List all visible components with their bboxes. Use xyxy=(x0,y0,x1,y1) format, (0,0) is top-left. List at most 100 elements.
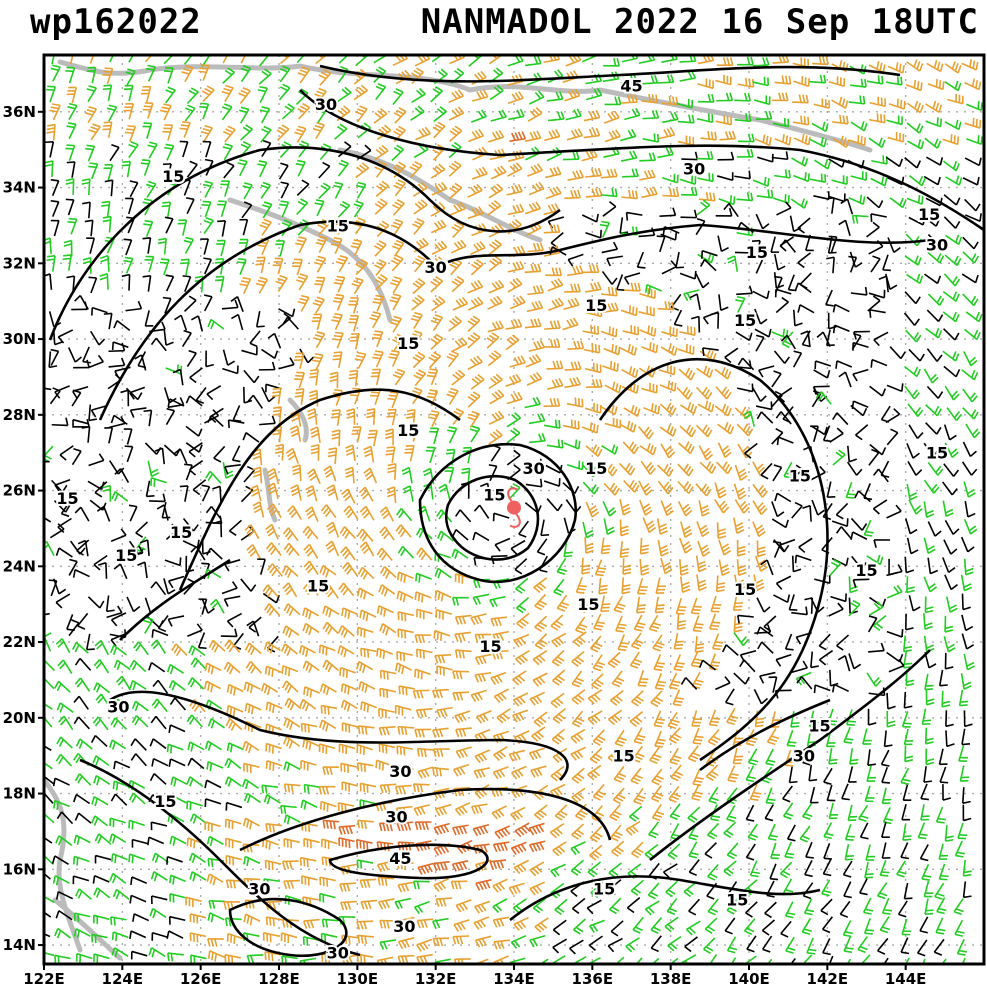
wind-barb xyxy=(49,103,61,121)
wind-barb xyxy=(129,180,139,198)
wind-barb xyxy=(832,449,846,466)
wind-barb xyxy=(449,258,463,276)
wind-barb xyxy=(356,660,374,674)
wind-barb xyxy=(341,722,359,733)
wind-barb xyxy=(357,819,374,830)
wind-barb xyxy=(791,501,803,519)
wind-barb xyxy=(206,385,222,401)
coastline-segment xyxy=(44,777,83,953)
wind-barb xyxy=(961,787,971,804)
wind-barb xyxy=(648,614,661,633)
wind-barb xyxy=(473,504,490,519)
wind-barb xyxy=(452,670,470,680)
wind-barb xyxy=(604,381,622,394)
wind-barb xyxy=(509,355,526,368)
wind-barb xyxy=(341,607,359,619)
wind-barb xyxy=(162,296,172,314)
wind-barb xyxy=(529,881,546,896)
wind-barb xyxy=(938,843,949,861)
wind-barb xyxy=(727,255,739,272)
wind-barb xyxy=(46,123,56,141)
wind-barb xyxy=(277,312,291,329)
wind-barb xyxy=(794,282,812,294)
wind-barb xyxy=(356,920,373,930)
wind-barb xyxy=(630,841,644,859)
wind-barb xyxy=(150,715,167,730)
wind-barb xyxy=(662,173,679,184)
wind-barb xyxy=(870,255,881,273)
wind-barb xyxy=(680,401,698,415)
wind-barb xyxy=(696,521,710,538)
wind-barb xyxy=(966,135,983,146)
wind-barb xyxy=(897,900,908,918)
wind-barb xyxy=(357,528,374,542)
wind-barb xyxy=(831,114,849,125)
wind-barb xyxy=(413,199,428,215)
lat-tick-label: 14N xyxy=(3,936,36,954)
wind-barb xyxy=(72,418,89,428)
wind-barb xyxy=(431,55,443,63)
wind-barb xyxy=(954,919,965,937)
isotach-label: 30 xyxy=(522,459,544,478)
wind-barb xyxy=(752,483,769,498)
wind-barb xyxy=(528,840,546,853)
lat-tick-label: 20N xyxy=(3,709,36,727)
wind-barb xyxy=(179,140,189,158)
wind-barb xyxy=(851,214,869,224)
wind-barb xyxy=(129,679,147,691)
wind-barb xyxy=(515,650,530,666)
wind-barb xyxy=(642,110,660,120)
wind-barb xyxy=(262,592,280,604)
wind-barb xyxy=(734,92,752,102)
wind-barb xyxy=(204,821,221,832)
wind-barb xyxy=(207,318,225,330)
wind-barb xyxy=(849,251,863,268)
wind-barb xyxy=(282,625,300,638)
wind-barb xyxy=(111,490,129,502)
wind-barb xyxy=(782,878,794,896)
wind-barb xyxy=(226,932,244,944)
wind-barb xyxy=(390,218,404,236)
wind-barb xyxy=(629,651,643,669)
wind-barb xyxy=(55,547,73,558)
wind-barb xyxy=(879,859,890,877)
wind-barb xyxy=(44,516,52,523)
wind-barb xyxy=(623,404,641,417)
wind-barb xyxy=(600,537,611,555)
isotach-label: 15 xyxy=(593,879,615,898)
wind-barb xyxy=(668,785,682,803)
wind-barb xyxy=(89,330,106,346)
wind-barb xyxy=(964,117,982,129)
wind-barb xyxy=(108,342,126,353)
wind-barb xyxy=(393,107,407,124)
wind-barb xyxy=(169,893,186,903)
wind-barb xyxy=(263,793,281,805)
wind-barb xyxy=(665,880,678,898)
wind-barb xyxy=(367,429,378,447)
wind-barb xyxy=(370,388,382,405)
wind-barb xyxy=(354,351,367,369)
wind-barb xyxy=(221,103,233,121)
wind-barb xyxy=(585,167,603,178)
wind-barb xyxy=(448,160,462,177)
wind-barb xyxy=(359,782,377,793)
wind-barb xyxy=(782,785,793,803)
wind-barb xyxy=(921,708,932,726)
wind-barb xyxy=(944,652,954,670)
isotach-contour xyxy=(239,787,612,852)
wind-barb xyxy=(524,502,542,514)
wind-barb xyxy=(943,365,961,378)
wind-barb xyxy=(532,650,548,666)
wind-barb-field xyxy=(44,55,983,964)
wind-barb xyxy=(338,582,355,597)
wind-barb xyxy=(44,854,54,866)
wind-barb xyxy=(280,932,298,944)
wind-barb xyxy=(831,96,849,109)
wind-barb xyxy=(415,572,432,583)
wind-barb xyxy=(639,152,657,162)
wind-barb xyxy=(570,841,586,856)
wind-barb xyxy=(185,896,202,908)
wind-barb xyxy=(904,365,921,378)
wind-barb xyxy=(283,879,300,890)
wind-barb xyxy=(737,614,754,624)
